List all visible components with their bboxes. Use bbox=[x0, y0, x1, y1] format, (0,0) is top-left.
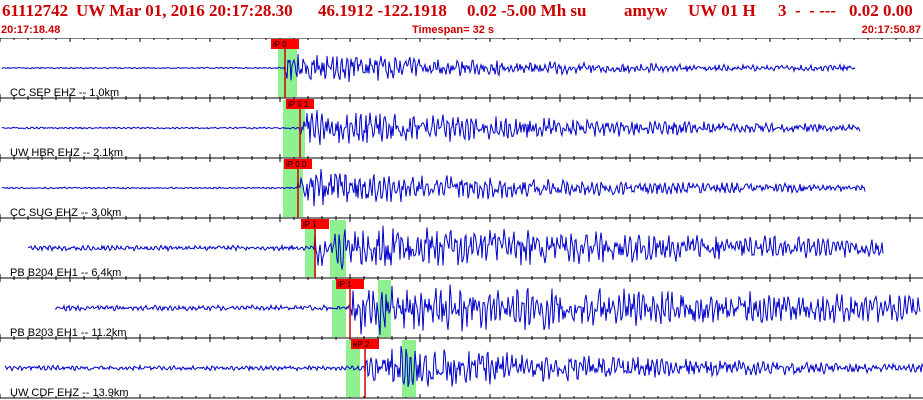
pick-flag[interactable] bbox=[284, 159, 312, 169]
event-extra: 0.02 0.00 bbox=[849, 1, 913, 20]
pick-label: iP 0 bbox=[273, 40, 287, 49]
pick-flag[interactable] bbox=[351, 339, 379, 349]
pick-label: iP 0 0 bbox=[286, 160, 307, 169]
pick-window bbox=[330, 220, 346, 277]
trace-row: iP 0 CC SEP EHZ -- 1.0km bbox=[0, 38, 923, 99]
event-header: 61112742 UW Mar 01, 2016 20:17:28.30 46.… bbox=[0, 0, 923, 22]
event-id: 61112742 bbox=[2, 1, 69, 20]
event-analyst: amyw bbox=[624, 1, 668, 20]
time-axis-header: 20:17:18.48 Timespan= 32 s 20:17:50.87 bbox=[0, 23, 923, 37]
event-network-date: UW Mar 01, 2016 20:17:28.30 bbox=[76, 1, 293, 20]
event-location: 46.1912 -122.1918 bbox=[318, 1, 447, 20]
station-label: UW HBR EHZ -- 2.1km bbox=[10, 147, 123, 159]
event-solution: UW 01 H bbox=[688, 1, 756, 20]
pick-label: iP 1 bbox=[303, 220, 317, 229]
pick-label: iP 0 1 bbox=[288, 100, 309, 109]
waveform bbox=[1, 53, 856, 83]
waveform bbox=[54, 284, 921, 335]
pick-window bbox=[346, 340, 360, 397]
station-label: CC SEP EHZ -- 1.0km bbox=[10, 87, 119, 99]
trace-row: iP 0 1 UW HBR EHZ -- 2.1km bbox=[0, 98, 923, 159]
pick-window bbox=[305, 220, 316, 277]
station-label: PB B204 EH1 -- 6.4km bbox=[10, 267, 121, 279]
trace-row: iP 1 PB B204 EH1 -- 6.4km bbox=[0, 218, 923, 279]
pick-flag[interactable] bbox=[336, 279, 364, 289]
station-label: PB B203 EH1 -- 11.2km bbox=[10, 327, 127, 339]
pick-flag[interactable] bbox=[301, 219, 329, 229]
pick-window bbox=[332, 280, 346, 337]
trace-row: eP 2 UW CDF EHZ -- 13.9km bbox=[0, 338, 923, 399]
pick-window bbox=[283, 160, 294, 217]
timespan: Timespan= 32 s bbox=[412, 24, 495, 36]
start-time: 20:17:18.48 bbox=[1, 24, 61, 36]
pick-label: iP 1 bbox=[338, 280, 352, 289]
waveform bbox=[27, 225, 884, 270]
trace-row: iP 0 0 CC SUG EHZ -- 3.0km bbox=[0, 158, 923, 219]
pick-flag[interactable] bbox=[271, 39, 299, 49]
event-quality: 3 - - --- bbox=[778, 1, 837, 20]
end-time: 20:17:50.87 bbox=[861, 24, 921, 36]
waveform bbox=[4, 345, 923, 387]
waveform bbox=[1, 169, 866, 207]
waveform bbox=[1, 110, 861, 145]
pick-label: eP 2 bbox=[353, 340, 370, 349]
station-label: UW CDF EHZ -- 13.9km bbox=[10, 387, 129, 399]
event-magnitude: 0.02 -5.00 Mh su bbox=[467, 1, 587, 20]
trace-row: iP 1 PB B203 EH1 -- 11.2km bbox=[0, 278, 923, 339]
station-label: CC SUG EHZ -- 3.0km bbox=[10, 207, 121, 219]
seismogram-panel: iP 0 CC SEP EHZ -- 1.0km iP 0 1 UW HBR EHZ … bbox=[0, 38, 923, 399]
pick-window bbox=[297, 100, 305, 157]
pick-flag[interactable] bbox=[286, 99, 314, 109]
